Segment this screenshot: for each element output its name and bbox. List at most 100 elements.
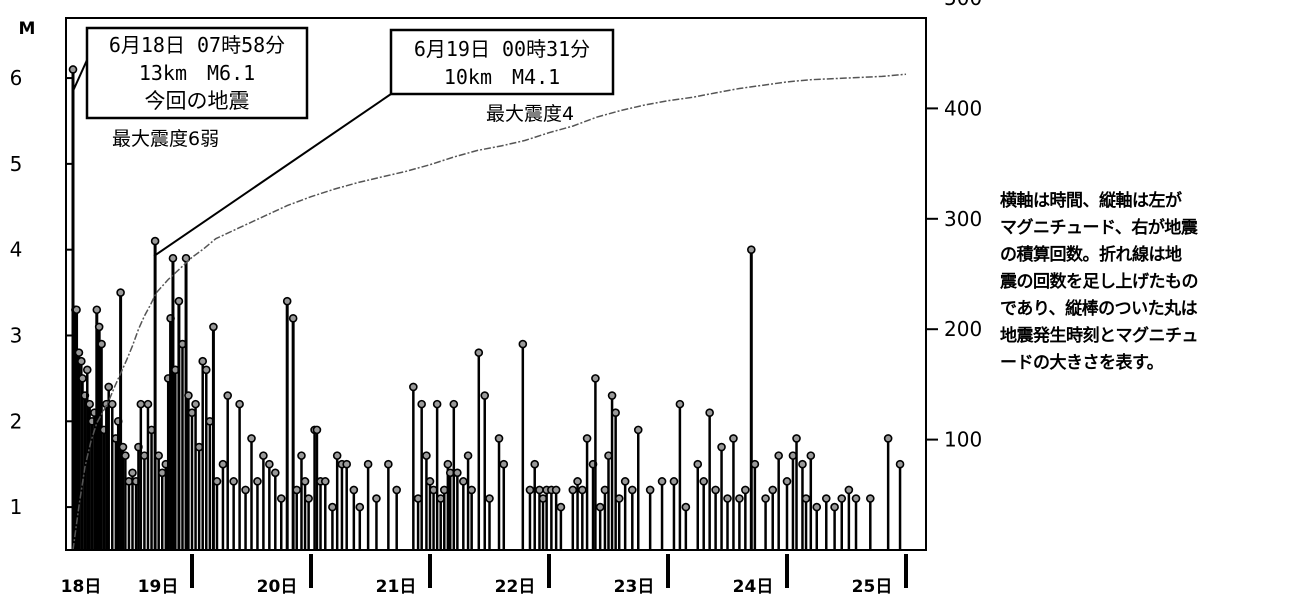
side-note: 横軸は時間、縦軸は左が マグニチュード、右が地震 の積算回数。折れ線は地 震の回… (1000, 191, 1199, 373)
event-marker (136, 399, 146, 409)
event-marker (480, 391, 490, 400)
event-marker (85, 399, 94, 409)
event-marker (717, 442, 726, 452)
x-day-label: 21日 (376, 577, 417, 597)
event-marker (82, 365, 92, 375)
event-marker (798, 459, 807, 469)
event-marker (143, 399, 153, 409)
event-marker (474, 348, 484, 357)
axes: M 1 2 3 4 5 6 100 200 300 400 500 18日 19日 20日 21日 22日 23日… (10, 0, 983, 597)
event-marker (312, 425, 322, 435)
event-marker (288, 314, 298, 323)
event-marker (568, 485, 578, 495)
event-marker (729, 434, 738, 443)
event-marker (78, 374, 87, 383)
event-marker (518, 339, 528, 349)
event-marker (229, 477, 238, 486)
event-marker (425, 477, 435, 486)
event-marker (768, 485, 778, 495)
annotation-aftershock: 6月19日 00時31分 10km M4.1 最大震度4 (153, 28, 615, 257)
event-marker (332, 451, 342, 460)
event-marker (530, 459, 540, 469)
event-marker (355, 502, 365, 512)
event-marker (320, 477, 330, 486)
y-left-tick-label: 6 (10, 66, 23, 90)
event-marker (582, 434, 592, 443)
event-marker (657, 477, 667, 486)
event-marker (384, 459, 393, 469)
event-marker (212, 477, 222, 486)
event-marker (792, 434, 801, 443)
annotation-main-line1: 6月18日 07時58分 (109, 33, 285, 57)
event-marker (607, 391, 617, 400)
event-marker (723, 494, 732, 503)
annotation-main-box (85, 26, 309, 120)
event-marker (253, 477, 262, 486)
event-marker (392, 485, 401, 495)
event-marker (467, 485, 476, 495)
event-marker (459, 477, 468, 486)
annotation-aftershock-leader (153, 93, 392, 257)
event-marker (77, 356, 86, 366)
event-marker (276, 494, 286, 503)
event-marker (844, 485, 854, 495)
event-marker (782, 477, 792, 486)
event-marker (535, 485, 544, 495)
event-marker (104, 382, 113, 392)
event-marker (121, 451, 130, 460)
event-marker (806, 451, 816, 460)
event-marker (241, 485, 250, 495)
y-right-tick-label: 400 (944, 96, 982, 120)
event-marker (68, 65, 78, 74)
event-marker (198, 356, 208, 366)
event-marker (247, 434, 256, 443)
y-left-tick-label: 1 (10, 495, 23, 519)
event-marker (218, 459, 228, 469)
event-marker (432, 399, 442, 409)
event-marker (611, 408, 620, 418)
event-marker (270, 468, 280, 478)
event-marker (761, 494, 770, 503)
event-marker (830, 502, 839, 512)
x-day-label: 20日 (257, 577, 298, 597)
event-marker (525, 485, 535, 495)
annotation-main-leader (72, 59, 88, 92)
annotation-main-line3: 今回の地震 (145, 89, 250, 113)
event-marker (453, 468, 462, 478)
event-marker (181, 253, 191, 263)
event-marker (328, 502, 337, 512)
plot-frame (65, 17, 927, 551)
annotation-aftershock-box (389, 28, 615, 96)
event-marker (499, 459, 509, 469)
event-marker (168, 253, 178, 263)
event-marker (154, 451, 163, 460)
annotation-aftershock-line2: 10km M4.1 (444, 65, 560, 89)
event-marker (895, 459, 905, 469)
event-marker (92, 305, 102, 315)
y-left-tick-label: 4 (10, 238, 23, 262)
event-marker (614, 494, 624, 503)
x-day-label: 25日 (852, 577, 893, 597)
annotation-aftershock-sublabel: 最大震度4 (486, 103, 574, 125)
event-marker (556, 502, 566, 512)
event-marker (409, 382, 418, 392)
event-marker (681, 502, 691, 512)
event-marker (837, 494, 847, 503)
event-marker (97, 339, 106, 349)
event-marker (417, 399, 426, 409)
event-marker (422, 451, 431, 460)
event-marker (463, 451, 473, 460)
event-marker (865, 494, 875, 503)
x-day-label: 24日 (733, 577, 774, 597)
event-marker (711, 485, 720, 495)
annotation-aftershock-line1: 6月19日 00時31分 (414, 37, 590, 61)
event-marker (184, 391, 193, 400)
event-marker (591, 374, 600, 383)
event-marker (821, 494, 831, 503)
annotation-main-line2: 13km M6.1 (139, 61, 255, 85)
event-marker (801, 494, 811, 503)
event-marker (551, 485, 561, 495)
event-marker (443, 459, 453, 469)
x-day-label: 22日 (495, 577, 536, 597)
